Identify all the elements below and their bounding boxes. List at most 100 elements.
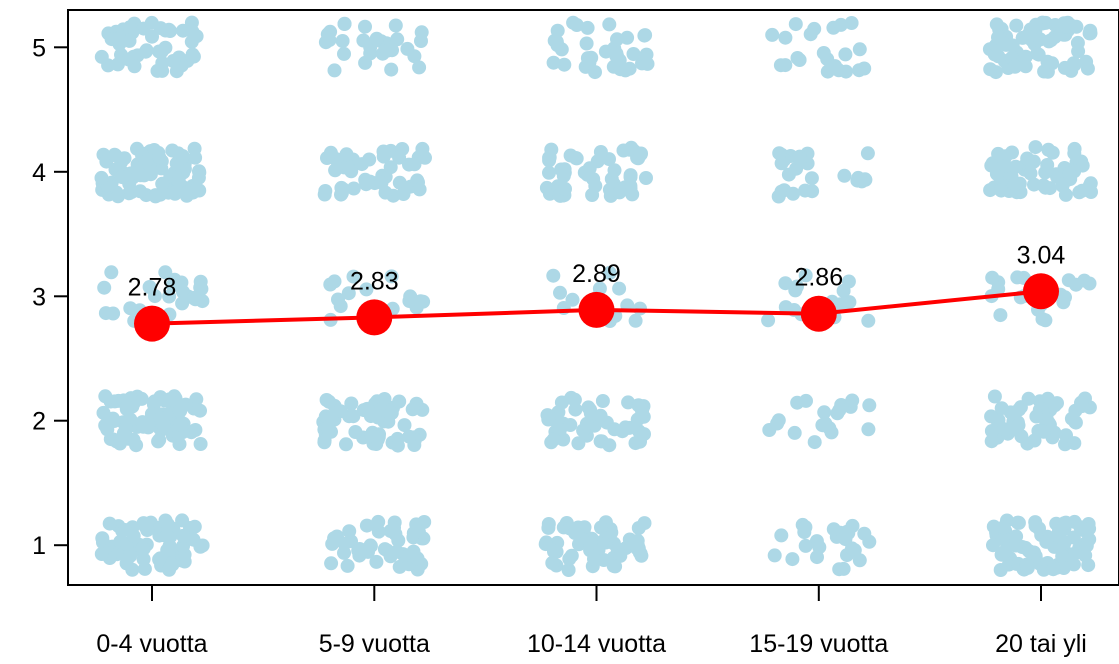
jitter-point — [845, 393, 860, 408]
jitter-point — [1071, 44, 1086, 59]
jitter-point — [190, 181, 205, 196]
jitter-point — [339, 147, 354, 162]
jitter-point — [1039, 534, 1054, 549]
jitter-point — [1027, 433, 1042, 448]
jitter-point — [852, 42, 867, 57]
jitter-point — [1083, 26, 1098, 41]
jitter-point — [193, 437, 208, 451]
jitter-point — [993, 563, 1008, 577]
jitter-point — [406, 526, 421, 541]
jitter-point — [546, 432, 561, 447]
jitter-point — [1005, 38, 1020, 53]
jitter-point — [996, 520, 1011, 535]
mean-data-label: 2.78 — [128, 274, 177, 302]
jitter-point — [1019, 557, 1034, 572]
jitter-point — [376, 144, 391, 159]
jitter-point — [544, 142, 559, 157]
mean-point-1 — [134, 305, 170, 342]
jitter-point — [162, 289, 177, 304]
jitter-point — [155, 176, 170, 191]
jitter-point — [798, 268, 813, 283]
jitter-point — [633, 147, 648, 162]
jitter-point — [579, 36, 594, 51]
jitter-point — [778, 30, 793, 45]
jitter-point — [568, 151, 583, 165]
jitter-point — [176, 539, 190, 554]
jitter-point — [993, 308, 1008, 323]
jitter-point — [836, 561, 851, 576]
jitter-point — [147, 289, 162, 304]
jitter-point — [339, 437, 353, 452]
jitter-point — [577, 165, 592, 180]
jitter-point — [145, 29, 159, 44]
jitter-point — [799, 393, 813, 408]
jitter-point — [781, 167, 796, 182]
jitter-points — [94, 15, 1098, 577]
jitter-point — [639, 171, 653, 185]
jitter-point — [994, 547, 1009, 562]
jitter-point — [798, 183, 813, 198]
y-tick-label: 1 — [32, 532, 46, 560]
jitter-point — [991, 282, 1006, 297]
jitter-point — [637, 427, 651, 442]
jitter-point — [557, 57, 572, 72]
jitter-point — [380, 43, 395, 58]
jitter-point — [175, 149, 190, 163]
jitter-point — [185, 24, 200, 39]
jitter-point — [176, 528, 191, 543]
jitter-point — [163, 556, 178, 571]
jitter-point — [95, 531, 110, 546]
jitter-point — [767, 548, 782, 563]
jitter-point — [857, 61, 872, 76]
jitter-point — [986, 538, 1000, 553]
jitter-point — [984, 424, 999, 438]
jitter-point — [839, 64, 853, 79]
jitter-point — [1058, 290, 1072, 305]
jitter-point — [122, 20, 137, 35]
jitter-point — [1028, 518, 1043, 533]
jitter-point — [158, 265, 173, 280]
jitter-point — [602, 265, 617, 280]
mean-data-label: 3.04 — [1017, 241, 1066, 269]
jitter-point — [165, 143, 180, 158]
jitter-point — [392, 150, 407, 165]
jitter-point — [857, 526, 872, 541]
jitter-point — [626, 47, 641, 61]
jitter-point — [623, 168, 638, 183]
jitter-point — [1058, 187, 1073, 202]
jitter-point — [390, 32, 405, 47]
jitter-point — [1030, 46, 1045, 61]
jitter-point — [111, 189, 125, 204]
jitter-point — [568, 526, 582, 540]
jitter-point — [331, 292, 345, 307]
jitter-point — [360, 401, 375, 416]
jitter-point — [97, 280, 112, 295]
jitter-point — [551, 405, 566, 420]
mean-point-2 — [356, 299, 393, 336]
jitter-point — [793, 152, 808, 167]
jitter-point — [1040, 64, 1055, 79]
jitter-point — [579, 416, 594, 431]
jitter-point — [1015, 30, 1030, 45]
jitter-point — [337, 536, 352, 551]
jitter-point — [1029, 409, 1044, 424]
jitter-point — [187, 519, 202, 534]
jitter-point — [94, 49, 109, 64]
jitter-point — [114, 170, 129, 185]
jitter-point — [1007, 177, 1022, 192]
jitter-point — [826, 522, 841, 537]
jitter-point — [150, 63, 165, 78]
jitter-point — [1073, 520, 1088, 535]
jitter-point — [392, 394, 407, 409]
jitter-point — [547, 544, 561, 559]
jitter-point — [615, 424, 630, 439]
jitter-point — [571, 436, 586, 451]
y-tick-label: 2 — [32, 408, 46, 436]
y-axis: 1 2 3 4 5 — [32, 34, 68, 560]
mean-data-label: 2.89 — [572, 260, 621, 288]
jitter-point — [1009, 18, 1024, 33]
jitter-point — [983, 62, 998, 77]
x-tick-label: 10-14 vuotta — [527, 630, 666, 658]
jitter-point — [1056, 561, 1071, 575]
